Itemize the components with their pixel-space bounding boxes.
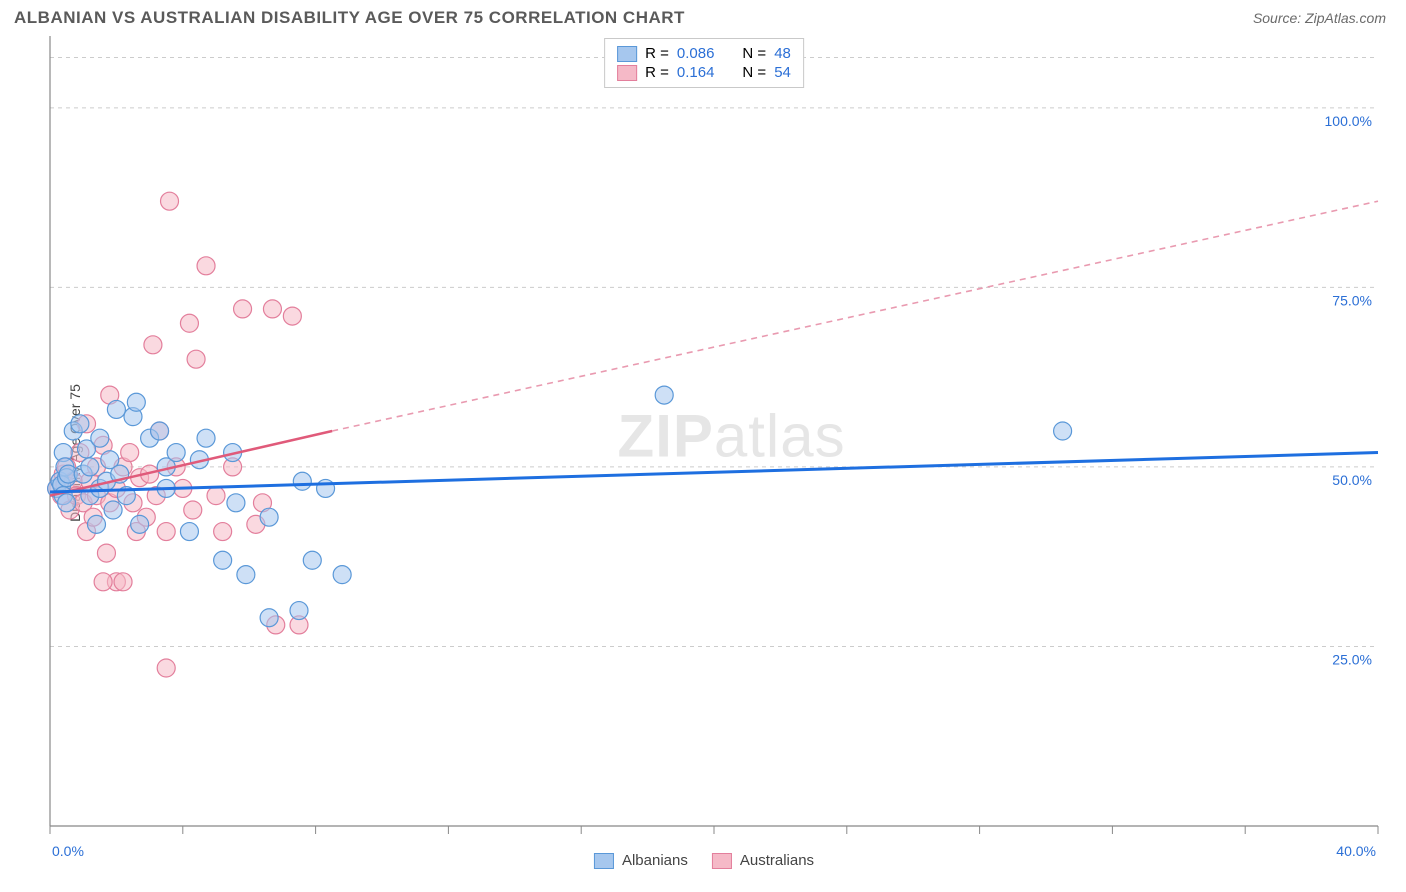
scatter-point: [87, 515, 105, 533]
scatter-point: [180, 314, 198, 332]
chart-header: ALBANIAN VS AUSTRALIAN DISABILITY AGE OV…: [0, 0, 1406, 32]
scatter-point: [655, 386, 673, 404]
legend-stats: R = 0.086 N = 48 R = 0.164 N = 54: [604, 38, 804, 88]
scatter-point: [184, 501, 202, 519]
scatter-point: [207, 487, 225, 505]
svg-text:50.0%: 50.0%: [1332, 472, 1372, 488]
legend-series-label: Albanians: [622, 852, 688, 869]
legend-n-label: N =: [742, 64, 766, 81]
scatter-point: [214, 551, 232, 569]
scatter-point: [1054, 422, 1072, 440]
scatter-point: [234, 300, 252, 318]
legend-swatch: [594, 853, 614, 869]
legend-r-value: 0.164: [677, 64, 715, 81]
scatter-point: [114, 573, 132, 591]
legend-series-label: Australians: [740, 852, 814, 869]
scatter-point: [144, 336, 162, 354]
scatter-point: [283, 307, 301, 325]
scatter-point: [260, 609, 278, 627]
scatter-point: [333, 566, 351, 584]
scatter-point: [293, 472, 311, 490]
scatter-point: [91, 429, 109, 447]
scatter-point: [104, 501, 122, 519]
trendline: [50, 453, 1378, 493]
scatter-point: [127, 393, 145, 411]
scatter-point: [214, 523, 232, 541]
scatter-point: [121, 444, 139, 462]
legend-swatch: [617, 46, 637, 62]
scatter-point: [161, 192, 179, 210]
chart-title: ALBANIAN VS AUSTRALIAN DISABILITY AGE OV…: [14, 8, 685, 28]
scatter-point: [157, 659, 175, 677]
scatter-point: [94, 573, 112, 591]
legend-series-item: Albanians: [594, 852, 688, 869]
scatter-point: [58, 494, 76, 512]
scatter-point: [167, 444, 185, 462]
legend-n-label: N =: [742, 45, 766, 62]
scatter-point: [180, 523, 198, 541]
chart-container: Disability Age Over 75 25.0%50.0%75.0%10…: [14, 32, 1394, 874]
svg-text:100.0%: 100.0%: [1325, 113, 1372, 129]
scatter-point: [227, 494, 245, 512]
legend-stats-row: R = 0.164 N = 54: [617, 64, 791, 81]
scatter-point: [263, 300, 281, 318]
scatter-point: [197, 429, 215, 447]
svg-text:0.0%: 0.0%: [52, 843, 84, 859]
scatter-point: [107, 400, 125, 418]
trendline: [332, 201, 1378, 431]
scatter-point: [157, 523, 175, 541]
legend-r-value: 0.086: [677, 45, 715, 62]
legend-n-value: 48: [774, 45, 791, 62]
scatter-point: [197, 257, 215, 275]
legend-series: Albanians Australians: [594, 852, 814, 869]
scatter-point: [81, 458, 99, 476]
scatter-point: [131, 515, 149, 533]
scatter-chart: 25.0% 50.0% 75.0% 100.0% 0.0% 40.0%: [14, 32, 1394, 874]
legend-r-label: R =: [645, 45, 669, 62]
scatter-point: [303, 551, 321, 569]
legend-stats-row: R = 0.086 N = 48: [617, 45, 791, 62]
scatter-point: [290, 602, 308, 620]
svg-text:25.0%: 25.0%: [1332, 651, 1372, 667]
svg-text:75.0%: 75.0%: [1332, 292, 1372, 308]
scatter-point: [151, 422, 169, 440]
scatter-point: [260, 508, 278, 526]
svg-text:40.0%: 40.0%: [1336, 843, 1376, 859]
scatter-point: [71, 415, 89, 433]
chart-source: Source: ZipAtlas.com: [1253, 10, 1386, 26]
legend-r-label: R =: [645, 64, 669, 81]
scatter-point: [97, 544, 115, 562]
legend-swatch: [712, 853, 732, 869]
legend-series-item: Australians: [712, 852, 814, 869]
scatter-point: [187, 350, 205, 368]
scatter-point: [237, 566, 255, 584]
legend-swatch: [617, 65, 637, 81]
legend-n-value: 54: [774, 64, 791, 81]
scatter-point: [317, 479, 335, 497]
